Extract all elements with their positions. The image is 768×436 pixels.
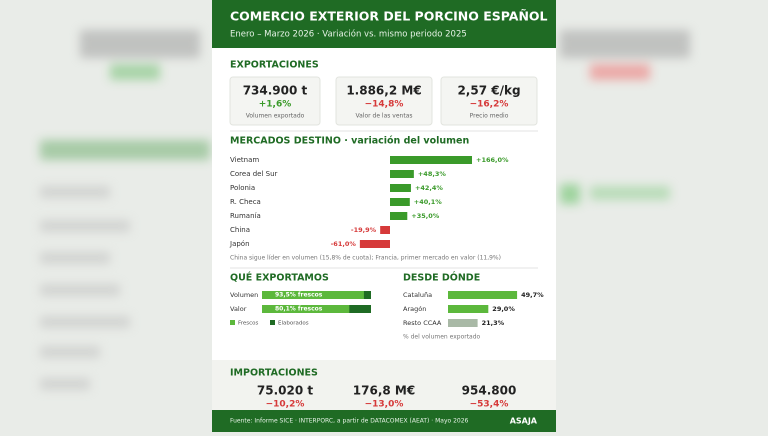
region-name: Cataluña [403,291,432,299]
note: China sigue líder en volumen (15,8% de c… [230,255,501,262]
section-title: DESDE DÓNDE [403,272,480,284]
import-change: −13,0% [365,400,404,410]
bar [359,240,390,248]
legend-swatch [230,320,235,325]
note: % del volumen exportado [403,334,481,341]
bar-label: 80,1% frescos [275,306,323,313]
section-title: IMPORTACIONES [230,368,318,379]
card-change: +1,6% [259,100,292,110]
market-name: Corea del Sur [230,170,278,178]
card [229,76,321,126]
mix-name: Valor [230,305,247,313]
bar [448,319,478,327]
section-title: QUÉ EXPORTAMOS [230,272,329,284]
legend-swatch [270,320,275,325]
bar [262,305,350,313]
import-value: 75.020 t [257,384,313,398]
bar [448,291,518,299]
card-value: 1.886,2 M€ [346,84,421,98]
bar-label: +42,4% [415,184,443,192]
card-label: Precio medio [470,113,509,120]
bar [380,226,390,234]
market-name: Polonia [230,184,255,192]
bar-label: +40,1% [414,198,442,206]
card [335,76,433,126]
card [440,76,538,126]
bar-label: -61,0% [331,240,357,248]
bar-label: +166,0% [476,156,509,164]
bar [390,184,411,192]
import-value: 176,8 M€ [353,384,415,398]
bar-label: +35,0% [411,212,439,220]
bar [390,198,410,206]
market-name: Vietnam [230,156,259,164]
source: Fuente: Informe SICE · INTERPORC, a part… [230,418,469,425]
import-change: −53,4% [470,400,509,410]
bar [390,156,473,164]
brand: ASAJA [510,417,538,426]
legend-label: Elaborados [278,321,309,327]
bar-label: 29,0% [492,305,515,313]
card-value: 734.900 t [243,84,308,98]
imports-band [212,360,556,410]
bar-label: +48,3% [418,170,446,178]
title: COMERCIO EXTERIOR DEL PORCINO ESPAÑOL [230,9,548,24]
section-title: EXPORTACIONES [230,60,319,71]
section-title: MERCADOS DESTINO · variación del volumen [230,136,470,147]
card-label: Valor de las ventas [355,113,412,120]
bar [390,170,414,178]
bar-label: 49,7% [521,291,544,299]
market-name: China [230,226,250,234]
subtitle: Enero – Marzo 2026 · Variación vs. mismo… [230,29,467,40]
bar-label: -19,9% [351,226,377,234]
region-name: Resto CCAA [403,319,442,327]
bar [262,291,364,299]
bar [448,305,489,313]
import-change: −10,2% [266,400,305,410]
blurred-background [40,30,690,390]
market-name: R. Checa [230,198,261,206]
import-value: 954.800 [462,384,517,398]
legend-label: Frescos [238,321,259,327]
bar-label: 21,3% [482,319,505,327]
market-name: Rumanía [230,212,261,220]
card-label: Volumen exportado [246,113,305,120]
card-value: 2,57 €/kg [457,84,520,98]
card-change: −16,2% [470,100,509,110]
market-name: Japón [229,240,250,248]
mix-name: Volumen [230,291,258,299]
header-band [212,0,556,48]
bar [390,212,408,220]
bar-label: 93,5% frescos [275,292,323,299]
card-change: −14,8% [365,100,404,110]
region-name: Aragón [403,305,426,313]
footer-band [212,410,556,432]
